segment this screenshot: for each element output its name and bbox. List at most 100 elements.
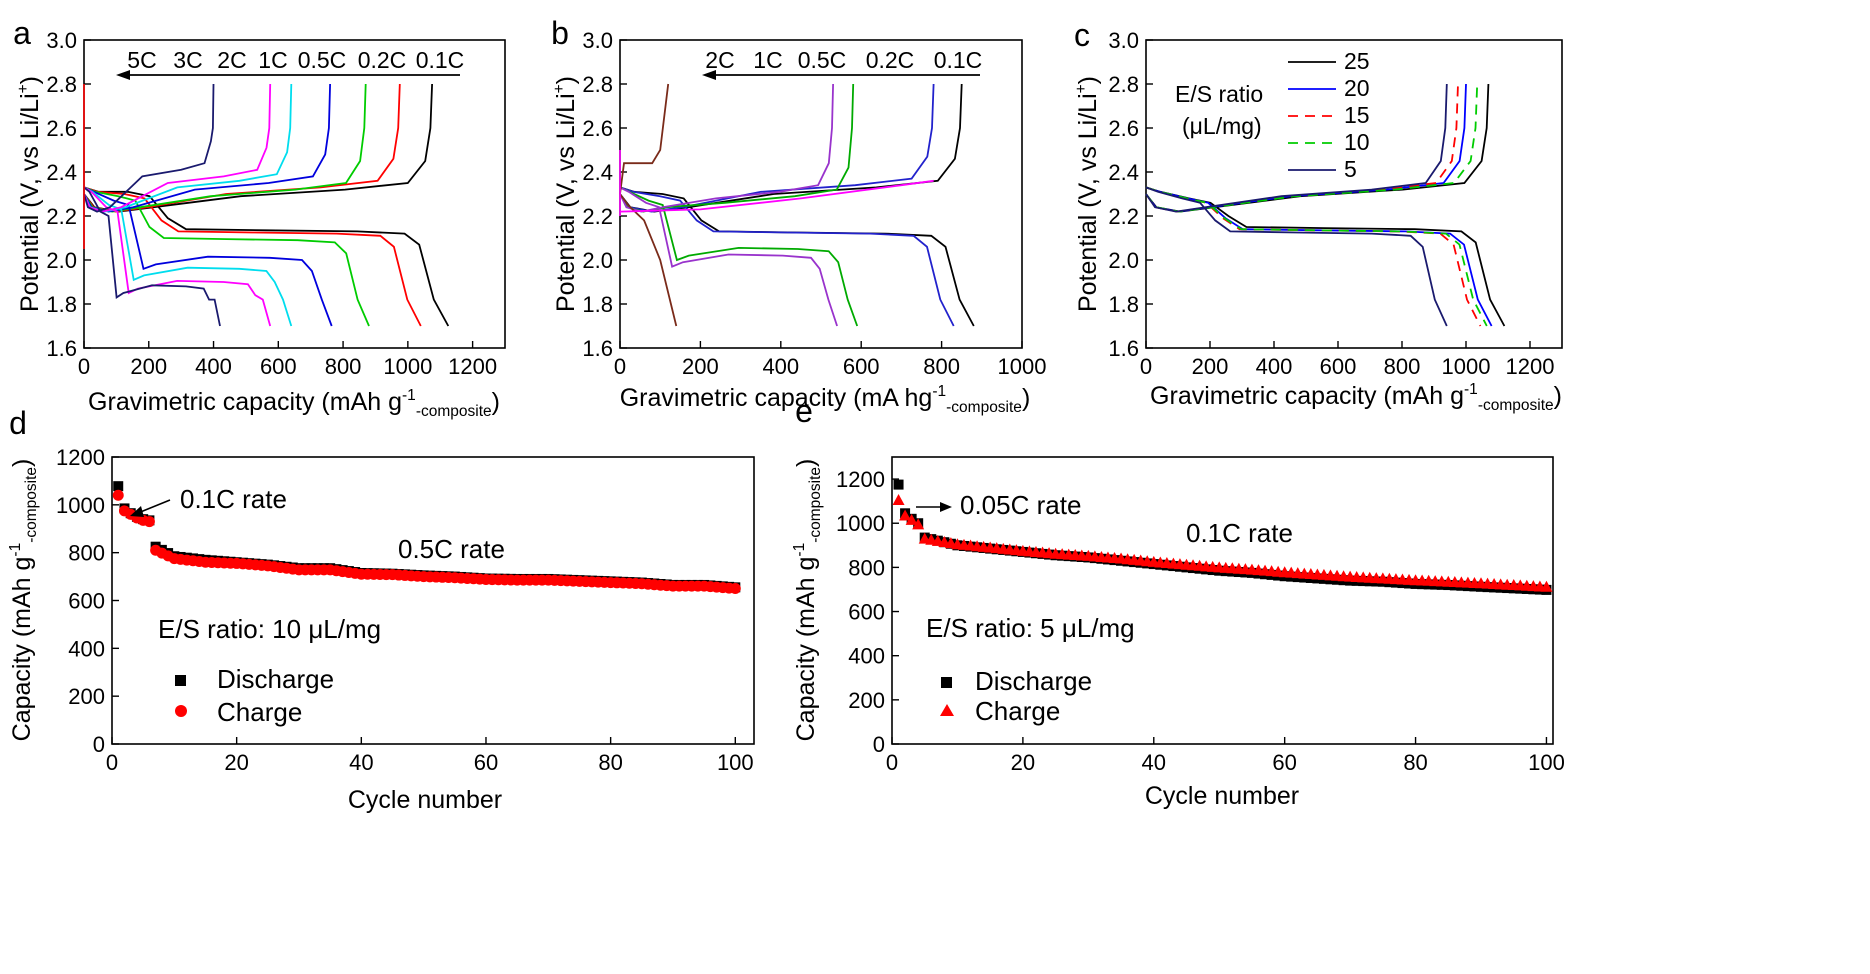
y-axis-label-d-part: -1 [7, 543, 24, 557]
discharge-curve-1C [619, 186, 838, 327]
rate-label-1C: 1C [753, 47, 782, 73]
legend-label-25: 25 [1344, 48, 1370, 74]
charge-curve-0.2C [619, 83, 935, 213]
panel-a: 0 200 400 600 800 1000 1200 1.6 1.8 2.0 2.2 2.4 2.6 2… [13, 15, 506, 420]
y-axis-label-e-part: Capacity (mAh g [792, 557, 820, 742]
y-tick-label: 2.6 [46, 116, 77, 141]
rate-label-2C: 2C [705, 47, 734, 73]
data-points-d [112, 481, 741, 595]
legend-label-charge: Charge [975, 696, 1060, 726]
rate-label-0.5C: 0.5C [798, 47, 847, 73]
panel-e-frame [891, 456, 1554, 745]
y-tick-label: 3.0 [46, 28, 77, 53]
y-tick-label: 0 [873, 732, 885, 757]
y-axis-label-b-part: Potential (V, vs Li/Li [552, 93, 580, 312]
charge-point [892, 494, 905, 506]
y-tick-label: 2.0 [46, 248, 77, 273]
es-ratio-text: E/S ratio: 10 μL/mg [158, 614, 381, 644]
y-tick-label: 600 [848, 600, 885, 625]
y-axis-label-e-part: -composite [807, 467, 824, 543]
charge-curve-0.5C [619, 83, 855, 213]
x-tick-label: 0 [106, 750, 118, 775]
rate-label-5C: 5C [127, 47, 156, 73]
y-tick-label: 2.0 [582, 248, 613, 273]
es-ratio-unit: μL/mg [308, 614, 381, 644]
x-axis-label-b-part: -composite [946, 399, 1022, 416]
y-tick-label: 800 [68, 541, 105, 566]
x-axis-label-c-part: -composite [1478, 397, 1554, 414]
y-axis-label-a-part: ) [16, 76, 44, 84]
x-axis-label-a-part: Gravimetric capacity (mAh g [88, 388, 402, 416]
y-tick-label: 1.6 [582, 336, 613, 361]
y-tick-label: 200 [68, 684, 105, 709]
discharge-curve-0.2C [83, 186, 422, 327]
legend-label-10: 10 [1344, 129, 1370, 155]
annotation-rate-2: 0.1C rate [1186, 518, 1293, 548]
rate-label-0.1C: 0.1C [416, 47, 465, 73]
x-tick-label: 0 [614, 354, 626, 379]
legend-title-line1: E/S ratio [1175, 81, 1263, 107]
x-axis-label-e: Cycle number [1145, 782, 1299, 810]
y-tick-label: 1.8 [46, 292, 77, 317]
charge-point [899, 509, 912, 521]
rate-label-2C: 2C [217, 47, 246, 73]
charge-curve-10 [1145, 83, 1479, 213]
y-axis-label-d: Capacity (mAh g-1-composite) [7, 459, 40, 742]
x-axis-label-b-part: Gravimetric capacity (mA hg [620, 384, 933, 412]
x-tick-label: 1000 [383, 354, 432, 379]
x-tick-label: 40 [349, 750, 373, 775]
es-ratio-text: E/S ratio: 5 μL/mg [926, 613, 1135, 643]
panel-label-e: e [795, 393, 813, 429]
y-tick-label: 3.0 [1108, 28, 1139, 53]
panel-c: 0 200 400 600 800 1000 1200 1.6 1.8 2.0 2.2 2.4 2.6 2… [1073, 17, 1563, 414]
discharge-curve-0.5C [83, 186, 370, 327]
rate-label-0.1C: 0.1C [934, 47, 983, 73]
y-tick-label: 2.6 [1108, 116, 1139, 141]
y-tick-label: 1000 [56, 493, 105, 518]
y-axis-label-e: Capacity (mAh g-1-composite) [791, 459, 824, 742]
x-tick-label: 60 [1272, 750, 1296, 775]
es-ratio-unit: μL/mg [1062, 613, 1135, 643]
y-tick-label: 2.4 [1108, 160, 1139, 185]
rate-arrow-head [702, 70, 716, 80]
x-tick-label: 400 [1256, 354, 1293, 379]
x-tick-label: 600 [843, 354, 880, 379]
charge-curve-2C [619, 83, 670, 195]
x-axis-label-c-part: ) [1554, 382, 1562, 410]
y-tick-label: 2.0 [1108, 248, 1139, 273]
discharge-point [113, 481, 124, 492]
x-tick-label: 40 [1142, 750, 1166, 775]
y-tick-label: 600 [68, 589, 105, 614]
annotation-rate-2: 0.5C rate [398, 534, 505, 564]
y-tick-label: 1200 [836, 467, 885, 492]
y-tick-label: 2.8 [1108, 72, 1139, 97]
panel-label-b: b [551, 15, 569, 51]
y-tick-label: 1.6 [1108, 336, 1139, 361]
legend-label-charge: Charge [217, 697, 302, 727]
y-axis-label-d-part: ) [8, 459, 36, 467]
y-tick-label: 2.2 [46, 204, 77, 229]
discharge-curve-5C [83, 186, 221, 327]
y-axis-label-d-part: -composite [23, 467, 40, 543]
y-tick-label: 400 [68, 636, 105, 661]
rate-label-1C: 1C [258, 47, 287, 73]
y-tick-label: 200 [848, 688, 885, 713]
y-axis-label-c-part: Potential (V, vs Li/Li [1074, 93, 1102, 312]
charge-point [1540, 580, 1553, 592]
x-tick-label: 100 [1528, 750, 1565, 775]
panel-d: 0 20 40 60 80 100020040060080010001200dCapaci… [7, 405, 755, 814]
x-tick-label: 1000 [1442, 354, 1491, 379]
discharge-curve-1C [83, 186, 333, 327]
x-tick-label: 800 [923, 354, 960, 379]
y-axis-label-b-part: + [551, 84, 568, 93]
x-tick-label: 0 [78, 354, 90, 379]
panel-label-c: c [1074, 17, 1090, 53]
y-axis-label-b: Potential (V, vs Li/Li+) [551, 76, 580, 312]
x-tick-label: 60 [474, 750, 498, 775]
x-tick-label: 100 [717, 750, 754, 775]
panel-label-a: a [13, 15, 31, 51]
legend-label-discharge: Discharge [975, 666, 1092, 696]
x-tick-label: 80 [1403, 750, 1427, 775]
y-tick-label: 1.8 [1108, 292, 1139, 317]
